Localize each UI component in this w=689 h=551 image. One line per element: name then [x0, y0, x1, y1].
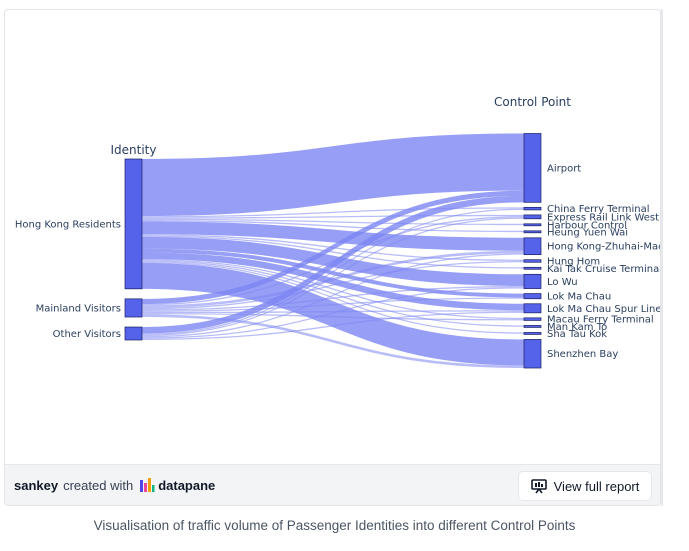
node-lok-ma-chau[interactable]: [523, 293, 542, 300]
link-hong-kong-residents-to-harbour-control[interactable]: [142, 218, 524, 226]
node-harbour-control[interactable]: [523, 223, 542, 227]
node-shenzhen-bay[interactable]: [523, 339, 542, 369]
link-hong-kong-residents-to-airport[interactable]: [142, 133, 524, 217]
node-label-china-ferry-terminal: China Ferry Terminal: [547, 204, 650, 215]
node-label-kai-tak-cruise-terminal: Kai Tak Cruise Terminal: [547, 264, 660, 275]
link-other-visitors-to-lo-wu[interactable]: [142, 287, 524, 339]
node-label-harbour-control: Harbour Control: [547, 220, 627, 231]
node-label-hong-kong-residents: Hong Kong Residents: [15, 219, 121, 230]
node-label-lo-wu: Lo Wu: [547, 277, 578, 288]
datapane-logo-icon: [140, 478, 155, 492]
link-hong-kong-residents-to-china-ferry-terminal[interactable]: [142, 207, 524, 218]
link-hong-kong-residents-to-macau-ferry-terminal[interactable]: [142, 258, 524, 320]
footer-credit: sankey created with datapane: [14, 477, 215, 493]
link-hong-kong-residents-to-kai-tak-cruise-terminal[interactable]: [142, 235, 524, 269]
node-label-man-kam-to: Man Kam To: [547, 322, 607, 333]
side-panel-edge: [661, 9, 689, 506]
node-label-sha-tau-kok: Sha Tau Kok: [547, 329, 607, 340]
source-nodes: Hong Kong Residents Mainland Visitors Othe…: [15, 158, 143, 341]
node-label-hong-kong-zhuhai-macao-bridge: Hong Kong-Zhuhai-Macao Bridge: [547, 242, 660, 253]
node-label-express-rail-link-west-kowloon: Express Rail Link West Kowloon: [547, 212, 660, 223]
link-hong-kong-residents-to-man-kam-to[interactable]: [142, 260, 524, 327]
link-other-visitors-to-china-ferry-terminal[interactable]: [142, 208, 524, 335]
datapane-logo[interactable]: datapane: [139, 477, 215, 493]
link-hong-kong-residents-to-lok-ma-chau[interactable]: [142, 248, 524, 298]
link-mainland-visitors-to-lo-wu[interactable]: [142, 285, 524, 311]
node-hong-kong-residents[interactable]: [124, 158, 143, 290]
node-china-ferry-terminal[interactable]: [523, 206, 542, 211]
link-hong-kong-residents-to-heung-yuen-wai[interactable]: [142, 220, 524, 233]
link-mainland-visitors-to-express-rail-link-west-kowloon[interactable]: [142, 216, 524, 306]
created-with-text: created with: [63, 477, 134, 493]
chart-caption: Visualisation of traffic volume of Passe…: [93, 518, 576, 533]
figure-name: sankey: [14, 477, 59, 493]
node-label-heung-yuen-wai: Heung Yuen Wai: [547, 227, 628, 238]
node-label-other-visitors: Other Visitors: [53, 329, 121, 340]
presentation-icon: [530, 479, 547, 494]
node-lo-wu[interactable]: [523, 273, 542, 289]
source-column-title: Identity: [111, 143, 157, 157]
view-full-report-label: View full report: [553, 478, 640, 494]
target-column-title: Control Point: [494, 95, 571, 109]
node-label-hung-hom: Hung Hom: [547, 256, 600, 267]
node-sha-tau-kok[interactable]: [523, 332, 542, 335]
link-hong-kong-residents-to-lok-ma-chau-spur-line[interactable]: [142, 252, 524, 311]
link-other-visitors-to-express-rail-link-west-kowloon[interactable]: [142, 217, 524, 337]
node-other-visitors[interactable]: [124, 326, 143, 341]
link-other-visitors-to-airport[interactable]: [142, 195, 524, 334]
node-kai-tak-cruise-terminal[interactable]: [523, 266, 542, 270]
sankey-links: [142, 133, 524, 369]
card-footer: sankey created with datapane: [5, 464, 660, 505]
node-macau-ferry-terminal[interactable]: [523, 317, 542, 321]
node-mainland-visitors[interactable]: [124, 298, 143, 318]
node-hung-hom[interactable]: [523, 259, 542, 263]
link-mainland-visitors-to-lok-ma-chau-spur-line[interactable]: [142, 310, 524, 314]
node-heung-yuen-wai[interactable]: [523, 230, 542, 234]
node-express-rail-link-west-kowloon[interactable]: [523, 214, 542, 220]
link-mainland-visitors-to-lok-ma-chau[interactable]: [142, 297, 524, 312]
link-hong-kong-residents-to-hong-kong-zhuhai-macao-bridge[interactable]: [142, 221, 524, 251]
sankey-chart: Hong Kong Residents Mainland Visitors Othe…: [15, 95, 660, 369]
link-mainland-visitors-to-hung-hom[interactable]: [142, 260, 524, 310]
node-label-lok-ma-chau: Lok Ma Chau: [547, 292, 611, 303]
chart-card: Hong Kong Residents Mainland Visitors Othe…: [4, 9, 661, 506]
node-hong-kong-zhuhai-macao-bridge[interactable]: [523, 237, 542, 256]
node-label-macau-ferry-terminal: Macau Ferry Terminal: [547, 315, 654, 326]
link-mainland-visitors-to-airport[interactable]: [142, 190, 524, 305]
node-label-shenzhen-bay: Shenzhen Bay: [547, 349, 618, 360]
view-full-report-button[interactable]: View full report: [518, 471, 652, 501]
link-other-visitors-to-hong-kong-zhuhai-macao-bridge[interactable]: [142, 253, 524, 338]
node-label-airport: Airport: [547, 163, 581, 174]
node-label-lok-ma-chau-spur-line: Lok Ma Chau Spur Line: [547, 304, 660, 315]
node-airport[interactable]: [523, 133, 542, 203]
brand-name: datapane: [158, 477, 216, 493]
link-mainland-visitors-to-shenzhen-bay[interactable]: [142, 314, 524, 369]
link-other-visitors-to-lok-ma-chau-spur-line[interactable]: [142, 311, 524, 340]
node-man-kam-to[interactable]: [523, 325, 542, 328]
node-lok-ma-chau-spur-line[interactable]: [523, 303, 542, 314]
node-label-mainland-visitors: Mainland Visitors: [36, 303, 121, 314]
link-mainland-visitors-to-hong-kong-zhuhai-macao-bridge[interactable]: [142, 250, 524, 308]
